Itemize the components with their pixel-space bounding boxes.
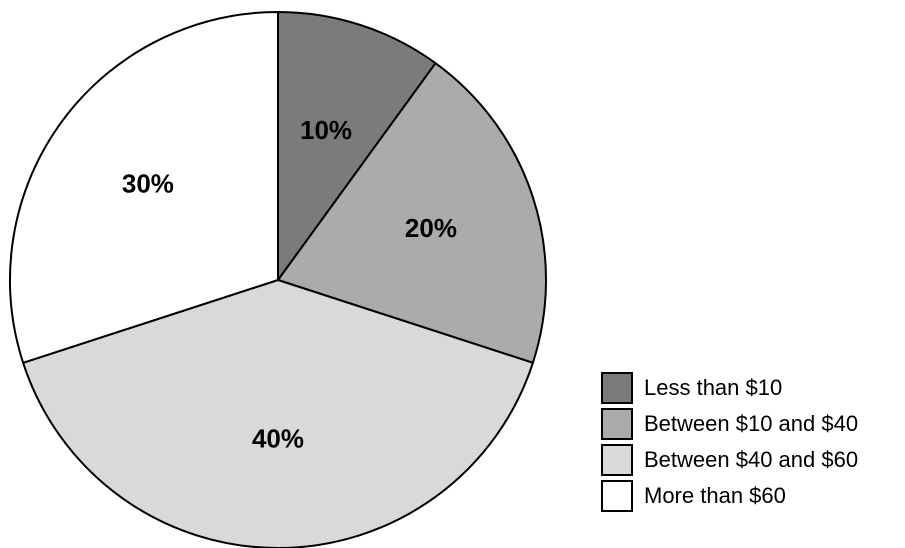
legend-swatch-less-than-10 [601,372,633,404]
legend-label-more-than-60: More than $60 [644,483,786,508]
pie-slice-between-10-and-40 [277,62,547,364]
pie-slice-less-than-10 [277,11,437,281]
legend-swatch-more-than-60 [601,480,633,512]
legend: Less than $10 Between $10 and $40 Between … [601,372,858,512]
pie-slices [9,11,547,548]
slice-label-between-10-and-40: 20% [405,213,457,243]
legend-label-less-than-10: Less than $10 [644,375,782,400]
pie-slice-more-than-60 [9,11,279,364]
legend-swatch-between-10-and-40 [601,408,633,440]
pie-slice-between-40-and-60 [22,279,534,548]
slice-label-less-than-10: 10% [300,115,352,145]
slice-label-more-than-60: 30% [122,168,174,198]
pie-slice-labels: 10% 20% 40% 30% [122,115,457,454]
legend-label-between-40-and-60: Between $40 and $60 [644,447,858,472]
legend-label-between-10-and-40: Between $10 and $40 [644,411,858,436]
slice-label-between-40-and-60: 40% [252,424,304,454]
legend-swatch-between-40-and-60 [601,444,633,476]
